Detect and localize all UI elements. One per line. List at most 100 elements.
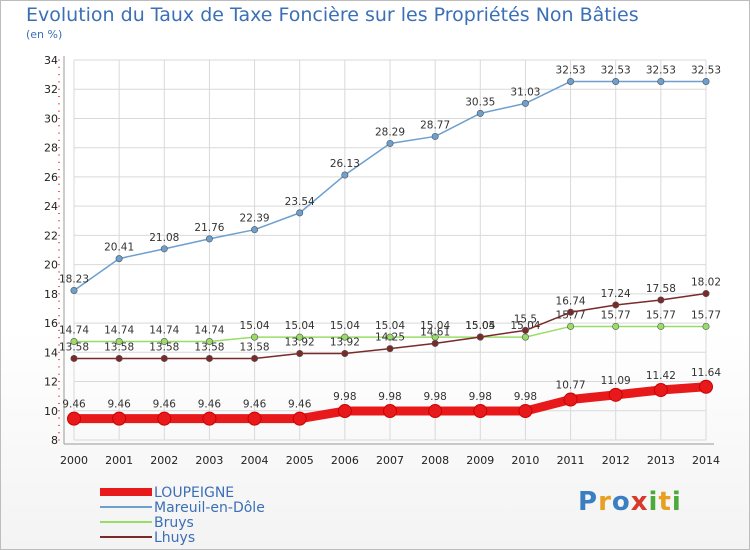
x-tick-label: 2005 [286,454,314,467]
data-point [386,345,394,353]
data-label: 13.58 [59,341,89,353]
y-tick-label: 30 [44,112,58,125]
x-tick-label: 2011 [557,454,585,467]
data-point [115,337,123,345]
data-label: 11.64 [691,367,721,379]
data-label: 14.74 [59,324,89,336]
data-label: 22.39 [240,213,270,225]
logo-letter: t [658,487,672,517]
data-label: 20.41 [104,242,134,254]
data-point [157,411,172,426]
x-tick-label: 2009 [466,454,494,467]
data-label: 18.23 [59,273,89,285]
legend-item: Mareuil-en-Dôle [100,500,265,516]
logo-letter: i [671,487,682,517]
data-label: 15.04 [465,320,495,332]
legend-item: LOUPEIGNE [100,485,234,501]
data-point [567,322,575,330]
data-point [296,209,304,217]
data-point [521,333,529,341]
data-label: 15.04 [510,320,540,332]
data-label: 15.04 [285,320,315,332]
data-point [112,411,127,426]
data-point [70,337,78,345]
data-point [341,333,349,341]
data-point [70,286,78,294]
data-label: 28.77 [420,119,450,131]
data-point [702,77,710,85]
data-label: 18.02 [691,277,721,289]
data-label: 13.58 [149,341,179,353]
data-point [70,354,78,362]
y-tick-label: 16 [44,317,58,330]
data-point [563,392,578,407]
legend-item: Bruys [100,515,194,531]
data-point [251,333,259,341]
data-label: 9.46 [62,399,86,411]
series-mareuil-en-d-le: 18.23 20.41 21.08 21.76 22.39 23.54 26.13 28.29… [59,64,721,294]
series-bruys: 14.74 14.74 14.74 14.74 15.04 15.04 15.04 15.04… [59,309,721,345]
data-point [431,132,439,140]
data-point [202,411,217,426]
data-label: 13.58 [104,341,134,353]
data-point [341,171,349,179]
y-tick-label: 22 [44,229,58,242]
data-label: 26.13 [330,158,360,170]
data-point [612,77,620,85]
data-point [657,296,665,304]
data-label: 15.5 [514,313,537,325]
data-point [205,354,213,362]
series-lhuys: 13.58 13.58 13.58 13.58 13.58 13.92 13.92 14.25… [59,277,721,362]
data-point [160,337,168,345]
grid [58,59,707,441]
data-point [657,77,665,85]
y-tick-label: 12 [44,376,58,389]
data-label: 10.77 [556,380,586,392]
y-tick-label: 34 [44,54,58,67]
x-tick-label: 2001 [105,454,133,467]
data-point [160,354,168,362]
data-label: 15.04 [240,320,270,332]
logo-letter: o [611,487,631,517]
data-point [521,326,529,334]
data-label: 32.53 [646,64,676,76]
data-label: 9.46 [153,399,177,411]
data-point [612,322,620,330]
x-tick-label: 2013 [647,454,675,467]
y-tick-label: 14 [44,346,58,359]
data-point [612,301,620,309]
x-tick-label: 2003 [195,454,223,467]
data-point [205,235,213,243]
data-label: 15.04 [420,320,450,332]
data-label: 15.77 [691,309,721,321]
legend-label: Mareuil-en-Dôle [154,500,265,516]
data-label: 13.92 [285,336,315,348]
x-tick-label: 2000 [60,454,88,467]
data-label: 32.53 [556,64,586,76]
x-tick-label: 2007 [376,454,404,467]
data-label: 32.53 [691,64,721,76]
logo-letter: i [648,487,659,517]
data-label: 13.58 [194,341,224,353]
data-point [699,379,713,394]
data-point [247,411,262,426]
data-point [473,404,488,419]
data-point [341,349,349,357]
x-tick-label: 2014 [692,454,720,467]
data-point [518,404,533,419]
data-label: 13.58 [240,341,270,353]
chart-unit: (en %) [26,28,63,41]
x-tick-label: 2002 [150,454,178,467]
data-point [657,322,665,330]
data-label: 23.54 [285,196,315,208]
data-label: 17.24 [601,288,631,300]
data-label: 15.04 [330,320,360,332]
chart-title: Evolution du Taux de Taxe Foncière sur l… [26,4,639,26]
data-label: 28.29 [375,126,405,138]
y-tick-label: 32 [44,83,58,96]
data-label: 15.05 [465,320,495,332]
data-point [205,337,213,345]
data-label: 14.74 [194,324,224,336]
data-label: 21.08 [149,232,179,244]
data-label: 17.58 [646,283,676,295]
